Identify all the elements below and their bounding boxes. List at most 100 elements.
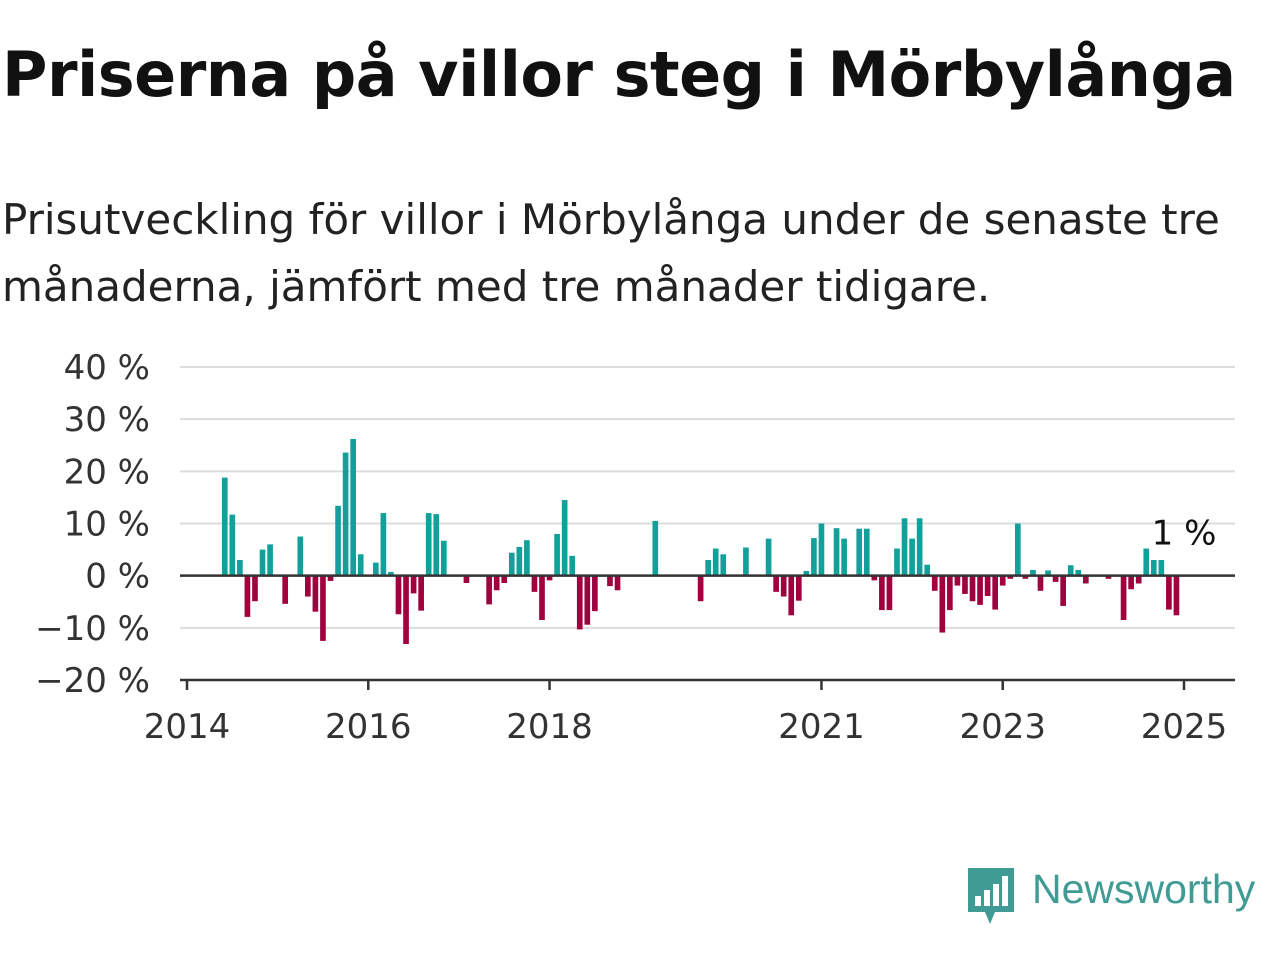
bar [1166, 575, 1172, 610]
bar [1082, 575, 1089, 584]
bar [841, 538, 847, 576]
bar [410, 575, 417, 594]
bar [259, 549, 266, 576]
bar [569, 555, 576, 576]
bar [916, 518, 923, 576]
bar [984, 575, 991, 597]
bar [282, 575, 289, 604]
bar [592, 575, 598, 612]
bar [1105, 575, 1112, 579]
brand-name: Newsworthy [1032, 866, 1256, 912]
x-tick-label: 2016 [325, 707, 412, 747]
x-axis-ticks: 2014 2016 2018 2021 2023 2025 [144, 680, 1228, 747]
bar [357, 554, 364, 576]
newsworthy-logo: Newsworthy [962, 862, 1277, 928]
bar [743, 547, 749, 576]
bar [1150, 560, 1157, 576]
bar [705, 560, 711, 576]
bar [501, 575, 508, 583]
bar [554, 533, 560, 576]
bar [267, 544, 273, 576]
bar [403, 575, 409, 645]
x-tick-label: 2025 [1141, 707, 1228, 747]
bars [221, 438, 1180, 645]
bar [372, 562, 379, 576]
y-axis-tick-labels: 40 % 30 % 20 % 10 % 0 % −10 % −20 % [35, 348, 150, 701]
bar [773, 575, 779, 592]
bar [780, 575, 787, 597]
bar [1052, 575, 1059, 582]
y-tick-label: −10 % [35, 609, 150, 649]
bar [1060, 575, 1066, 606]
bar [818, 523, 825, 576]
bar [252, 575, 258, 602]
x-tick-label: 2023 [959, 707, 1046, 747]
bar [833, 528, 840, 576]
chart-title: Priserna på villor steg i Mörbylånga [2, 38, 1236, 111]
bar [493, 575, 500, 591]
bar [508, 552, 515, 576]
bar [765, 538, 772, 576]
bar [561, 500, 568, 576]
bar [924, 564, 931, 576]
bar [962, 575, 968, 594]
bar [1007, 575, 1014, 579]
bar [244, 575, 251, 617]
bar [388, 572, 394, 576]
bar [720, 554, 727, 576]
bar [584, 575, 591, 625]
bar [1030, 569, 1036, 576]
bar [380, 513, 387, 576]
bar [350, 438, 356, 576]
bar [486, 575, 492, 605]
bar [1128, 575, 1134, 590]
last-value-annotation: 1 % [1152, 513, 1217, 553]
bar [614, 575, 621, 591]
bar [297, 536, 304, 576]
bar [320, 575, 326, 641]
bar [425, 513, 432, 576]
bar [531, 575, 538, 592]
y-tick-label: 0 % [85, 557, 150, 597]
bar [803, 570, 810, 576]
bar [947, 575, 953, 611]
bar [871, 575, 878, 581]
bar [433, 514, 440, 576]
x-tick-label: 2021 [778, 707, 865, 747]
bar [418, 575, 424, 611]
bar [1135, 575, 1142, 584]
newsworthy-logo-icon [968, 868, 1014, 924]
bar [524, 540, 530, 576]
bar [539, 575, 545, 621]
bar [969, 575, 976, 602]
bar [1022, 575, 1029, 579]
bar [342, 452, 349, 576]
bar [879, 575, 885, 611]
bar [1075, 569, 1082, 576]
bar [312, 575, 319, 612]
bar [1045, 570, 1051, 576]
y-tick-label: 10 % [64, 505, 150, 545]
x-tick-label: 2014 [144, 707, 231, 747]
y-tick-label: 30 % [64, 400, 150, 440]
bar [1015, 523, 1021, 576]
bar [901, 518, 908, 576]
bar [440, 540, 447, 576]
bar [788, 575, 795, 616]
bar [977, 575, 983, 605]
bar [856, 528, 863, 576]
bar [939, 575, 946, 633]
y-tick-label: −20 % [35, 661, 150, 701]
bar [712, 548, 719, 576]
bar [576, 575, 583, 630]
bar [1067, 565, 1074, 576]
bar [516, 546, 523, 576]
bar [327, 575, 334, 581]
bar [909, 538, 915, 576]
bar [894, 548, 900, 576]
bar [607, 575, 613, 587]
bar [1143, 548, 1150, 576]
bar [1120, 575, 1127, 621]
bar [221, 477, 228, 576]
